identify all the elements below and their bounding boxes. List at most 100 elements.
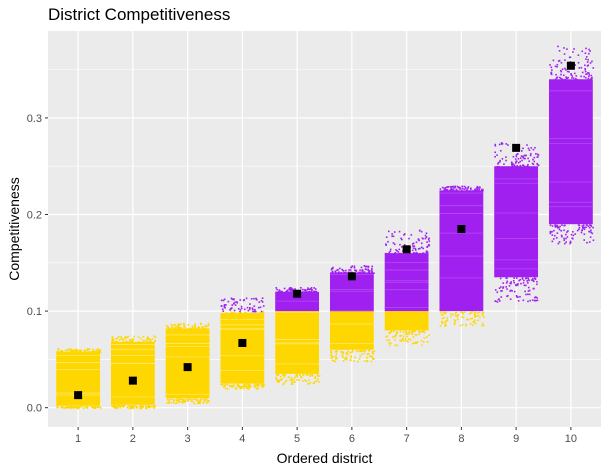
data-point bbox=[529, 299, 532, 302]
data-point bbox=[385, 243, 387, 245]
data-point bbox=[457, 186, 460, 189]
data-point bbox=[230, 297, 233, 300]
data-point bbox=[197, 400, 200, 403]
data-point bbox=[361, 271, 364, 274]
data-point bbox=[529, 154, 532, 157]
data-point bbox=[515, 154, 518, 156]
data-point bbox=[88, 351, 90, 353]
data-point bbox=[514, 162, 517, 164]
data-point bbox=[588, 48, 590, 51]
data-point bbox=[64, 407, 67, 409]
data-point bbox=[563, 78, 566, 81]
data-point bbox=[506, 295, 508, 298]
data-point bbox=[82, 407, 85, 410]
data-point bbox=[231, 304, 234, 306]
data-point bbox=[520, 155, 523, 157]
data-point bbox=[474, 316, 476, 318]
data-point bbox=[522, 282, 525, 284]
data-point bbox=[253, 297, 255, 300]
data-point bbox=[180, 323, 182, 326]
data-point bbox=[577, 54, 580, 56]
data-point bbox=[184, 326, 186, 328]
data-point bbox=[368, 353, 370, 355]
data-point bbox=[116, 340, 118, 343]
data-point bbox=[64, 349, 67, 352]
data-point bbox=[518, 279, 521, 282]
data-point bbox=[565, 233, 567, 236]
data-point bbox=[420, 246, 423, 249]
data-point bbox=[333, 272, 336, 275]
data-point bbox=[254, 385, 257, 388]
data-point bbox=[200, 398, 203, 400]
data-point bbox=[444, 323, 447, 325]
data-point bbox=[427, 238, 430, 241]
data-point bbox=[173, 399, 176, 402]
data-point bbox=[452, 185, 454, 188]
data-point bbox=[294, 288, 296, 290]
data-point bbox=[247, 312, 249, 315]
chart-title: District Competitiveness bbox=[48, 5, 231, 24]
data-point bbox=[425, 236, 428, 238]
data-point bbox=[245, 297, 248, 300]
data-point bbox=[521, 159, 523, 162]
data-point bbox=[461, 189, 463, 192]
data-point bbox=[122, 404, 125, 407]
data-point bbox=[291, 288, 294, 291]
data-point bbox=[116, 404, 119, 407]
data-point bbox=[331, 355, 334, 358]
data-point bbox=[565, 76, 567, 78]
data-point bbox=[587, 78, 590, 81]
x-tick-label: 5 bbox=[294, 433, 300, 445]
data-point bbox=[388, 332, 391, 334]
data-point bbox=[580, 75, 582, 78]
data-point bbox=[533, 160, 536, 163]
data-point bbox=[402, 331, 405, 334]
data-point bbox=[278, 290, 280, 292]
data-point bbox=[578, 79, 581, 81]
data-point bbox=[446, 319, 449, 322]
data-point bbox=[498, 300, 501, 302]
data-point bbox=[257, 387, 260, 390]
data-point bbox=[351, 349, 354, 352]
district-points-1 bbox=[56, 347, 102, 410]
data-point bbox=[117, 341, 120, 344]
data-point bbox=[415, 341, 417, 344]
data-point bbox=[412, 245, 414, 247]
data-point bbox=[441, 317, 444, 320]
data-point bbox=[71, 351, 73, 353]
data-point bbox=[257, 384, 259, 386]
data-point bbox=[184, 328, 187, 330]
data-point bbox=[443, 321, 446, 324]
data-point bbox=[496, 165, 499, 168]
data-point bbox=[66, 349, 68, 351]
data-point bbox=[426, 252, 429, 255]
data-point bbox=[172, 401, 175, 404]
data-point bbox=[167, 399, 170, 402]
data-point bbox=[405, 340, 407, 342]
data-point bbox=[578, 228, 580, 231]
data-point bbox=[365, 265, 368, 268]
data-point bbox=[142, 339, 144, 342]
data-point bbox=[494, 289, 497, 291]
data-point bbox=[166, 398, 169, 401]
data-point bbox=[561, 235, 563, 238]
data-point bbox=[462, 312, 464, 315]
data-point bbox=[142, 406, 144, 408]
data-point bbox=[502, 282, 505, 284]
x-tick-label: 3 bbox=[185, 433, 191, 445]
data-point bbox=[558, 226, 560, 229]
data-point bbox=[558, 50, 561, 52]
above-threshold-band bbox=[494, 166, 539, 278]
data-point bbox=[519, 157, 522, 159]
data-point bbox=[291, 383, 294, 385]
data-point bbox=[231, 298, 234, 301]
data-point bbox=[371, 351, 374, 353]
data-point bbox=[528, 149, 531, 152]
data-point bbox=[515, 155, 518, 158]
data-point bbox=[505, 143, 508, 145]
data-point bbox=[71, 350, 73, 352]
data-point bbox=[206, 400, 209, 402]
data-point bbox=[560, 70, 563, 73]
data-point bbox=[550, 72, 552, 75]
data-point bbox=[464, 187, 467, 189]
